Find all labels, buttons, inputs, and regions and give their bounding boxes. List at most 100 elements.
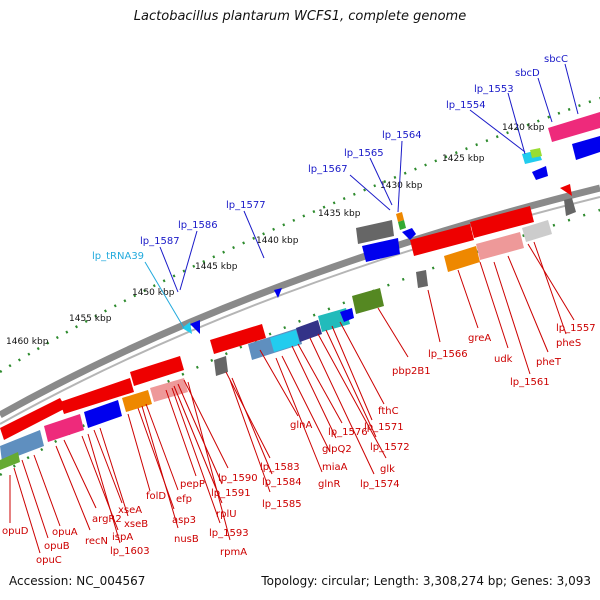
scale-label: 1430 kbp [380,181,423,191]
leader-line [507,92,526,155]
gene-block [352,288,384,314]
gene-arrow [402,228,416,240]
gene-label: lp_1561 [510,377,550,388]
gene-arrow [274,288,282,298]
leader-line [21,459,49,539]
gene-label: lp_1571 [364,422,404,433]
gene-block [122,390,152,412]
gene-label: rpmA [220,547,247,558]
gene-block [548,112,600,142]
leader-line [469,109,526,153]
leader-line [93,429,123,504]
gene-label: efp [176,494,192,505]
gene-block [0,430,44,462]
scale-label: 1450 kbp [132,288,175,298]
gene-label: greA [468,333,491,344]
leader-line [537,77,553,123]
leader-line [377,307,409,358]
gene-block [398,220,406,230]
leader-line [63,439,97,509]
gene-label: rplU [216,509,237,520]
leader-line [457,269,479,329]
gene-label: xseB [124,519,148,530]
gene-block [356,220,394,244]
gene-block [564,198,576,216]
gene-label: pheT [536,357,562,368]
leader-line [533,241,567,335]
leader-line [259,349,299,417]
gene-label: lp_1566 [428,349,468,360]
leader-line [165,389,197,477]
leader-line [527,243,575,321]
gene-label: glnA [290,420,312,431]
leader-line [137,407,175,510]
forward-features [182,112,600,334]
leader-line [145,403,179,491]
scale-label: 1435 kbp [318,209,361,219]
gene-arrow [190,320,200,334]
leader-line [479,261,509,349]
gene-block [0,398,66,440]
gene-block [530,148,542,158]
leader-line [281,355,331,453]
leader-line [309,337,375,475]
gene-label: lp_1557 [556,323,596,334]
leader-line [13,467,41,554]
gene-block [84,400,122,428]
leader-line [177,383,223,485]
gene-block [130,356,184,386]
gene-block [214,356,228,376]
top-gene-labels: sbcC sbcD lp_1553 lp_1554 lp_1564 lp_156… [92,54,579,329]
leader-line [229,379,271,493]
gene-label: lp_1576 [328,427,368,438]
gene-label: opuA [52,527,78,538]
leader-line [369,157,393,206]
leader-line [297,343,343,424]
gene-label: fthC [378,406,399,417]
gene-block [532,166,548,180]
gene-label: lp_1590 [218,473,258,484]
gene-label: lp_1565 [344,148,384,159]
leader-line [339,321,385,405]
gene-block [444,246,480,272]
gene-label: glnR [318,479,340,490]
gene-label: pepP [180,479,205,490]
leader-line [144,261,185,329]
leader-line [171,387,221,524]
gene-label: lp_1585 [262,499,302,510]
gene-block [470,206,534,238]
gene-block [60,378,134,414]
leader-line [243,210,265,259]
gene-block [44,414,84,442]
gene-label: pheS [556,338,581,349]
scale-label: 1460 kbp [6,337,49,347]
leader-line [225,371,271,459]
gene-label: nusB [174,534,199,545]
scale-label: 1425 kbp [442,154,485,164]
gene-label: lp_1577 [226,200,266,211]
gene-label: glpQ2 [322,444,352,455]
gene-label: lp_1603 [110,546,150,557]
leader-line [179,230,198,291]
gene-label: lp_1583 [260,462,300,473]
gene-label: opuB [44,541,70,552]
gene-label: opuC [36,555,62,566]
leader-line [564,63,579,115]
gene-label: lp_1587 [140,236,180,247]
leader-line [173,385,223,504]
accession-label: Accession: NC_004567 [9,574,146,588]
gene-label: sbcD [515,68,540,79]
gene-label: pbp2B1 [392,366,431,377]
gene-label: lp_1572 [370,442,410,453]
gene-label: folD [146,491,166,502]
leader-line [507,255,549,353]
gene-block [572,136,600,160]
leader-line [187,381,231,541]
leader-line [275,357,323,473]
gene-block [362,238,400,262]
leader-line [427,289,441,343]
gene-label: lp_tRNA39 [92,251,144,262]
leader-line [397,140,403,213]
gene-label: miaA [322,462,348,473]
